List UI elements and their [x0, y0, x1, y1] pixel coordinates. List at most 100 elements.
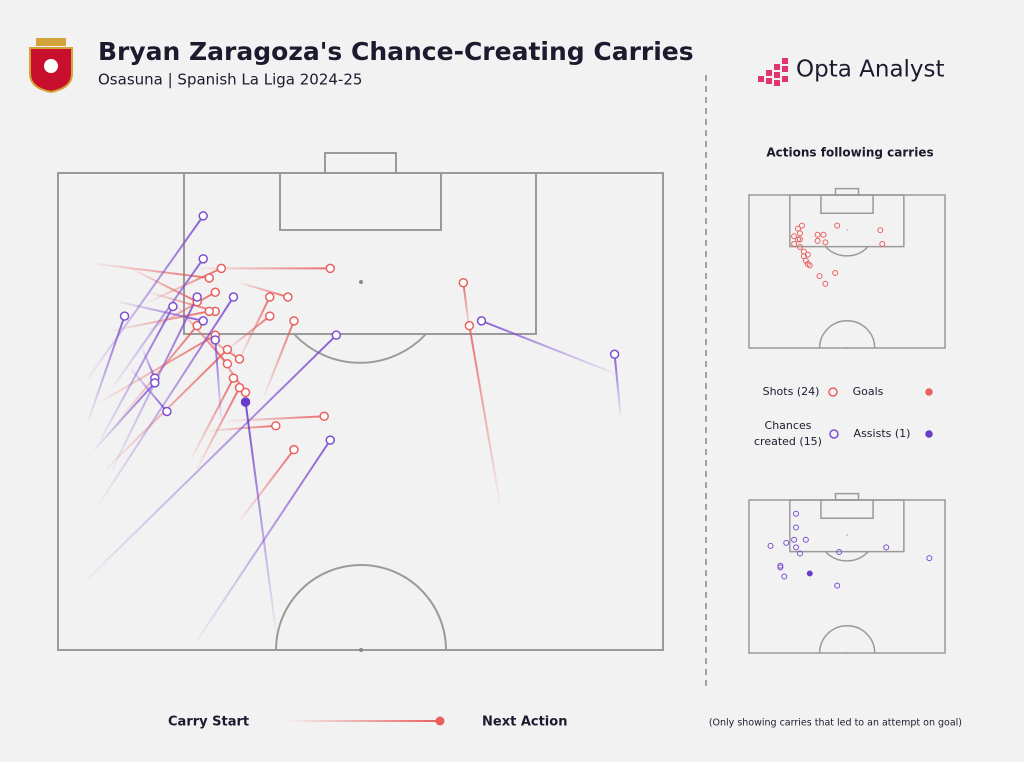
next-action — [198, 211, 208, 221]
six-yard-box — [821, 195, 873, 213]
legend-label: Shots (24) — [763, 385, 820, 398]
legend-label: Goals — [853, 385, 884, 398]
next-action — [222, 344, 233, 355]
carry — [244, 401, 277, 632]
pitch-outline — [749, 195, 945, 348]
carry — [481, 319, 615, 375]
next-action — [210, 287, 221, 297]
centre-circle — [275, 564, 447, 651]
next-action — [458, 277, 469, 288]
carry — [117, 325, 198, 422]
carry — [111, 258, 205, 389]
carry — [238, 449, 295, 522]
penalty-box — [790, 500, 904, 552]
carry — [262, 320, 295, 398]
penalty-arc — [825, 247, 868, 256]
action-dot — [796, 550, 803, 557]
carry — [239, 281, 289, 298]
action-dot — [822, 239, 829, 246]
next-action — [289, 316, 299, 326]
action-dot — [834, 222, 841, 229]
action-dot — [796, 244, 803, 251]
action-dot — [796, 236, 803, 243]
next-action — [222, 359, 233, 369]
pitch-outline — [57, 172, 664, 651]
footnote: (Only showing carries that led to an att… — [709, 718, 962, 729]
club-badge — [29, 38, 73, 94]
penalty-box — [183, 172, 537, 335]
action-dot — [879, 240, 886, 247]
goal — [324, 152, 397, 174]
penalty-arc — [825, 552, 868, 561]
next-action — [162, 406, 172, 417]
next-action — [319, 411, 329, 422]
next-action — [119, 311, 130, 321]
penalty-spot — [359, 280, 363, 284]
goal — [835, 494, 858, 500]
next-action — [228, 373, 239, 383]
action-dot — [836, 549, 843, 556]
action-dot — [883, 544, 890, 551]
next-action — [198, 316, 208, 326]
carry — [141, 349, 156, 379]
action-dot — [806, 262, 813, 269]
action-dot — [804, 251, 811, 258]
carry — [99, 296, 235, 503]
next-action — [210, 335, 221, 345]
carry — [613, 354, 622, 417]
mini-pitch — [749, 189, 945, 349]
action-dot — [791, 233, 798, 240]
carry — [112, 310, 210, 332]
next-action — [265, 311, 275, 321]
carry — [93, 382, 156, 451]
action-dot — [781, 573, 788, 580]
action-dot — [814, 237, 821, 244]
action-dot — [814, 231, 821, 238]
next-action — [228, 292, 239, 302]
action-dot — [783, 539, 790, 546]
panel-title: Actions following carries — [766, 146, 933, 160]
carry — [148, 291, 216, 313]
penalty-spot — [846, 229, 848, 231]
action-dot — [822, 280, 829, 287]
action-dot — [834, 582, 841, 589]
carry — [130, 267, 198, 303]
action-dot — [793, 524, 800, 531]
carry — [468, 325, 501, 503]
carry — [227, 415, 325, 423]
next-action — [204, 273, 214, 283]
next-action — [234, 354, 245, 364]
action-dot — [832, 270, 839, 277]
action-dot — [816, 273, 823, 280]
action-dot — [796, 230, 803, 237]
next-action — [192, 292, 202, 302]
action-dot — [791, 240, 798, 247]
action-dot — [791, 536, 798, 543]
centre-spot — [359, 648, 363, 652]
mini-pitch — [749, 494, 945, 654]
centre-spot — [846, 652, 848, 654]
action-dot — [806, 570, 813, 577]
legend-line — [285, 720, 440, 722]
action-dot — [800, 248, 807, 255]
carry — [129, 367, 168, 413]
action-dot — [793, 544, 800, 551]
action-dot — [926, 555, 933, 562]
mini-pitch-lines — [749, 189, 945, 349]
penalty-arc — [293, 333, 427, 364]
next-action — [464, 320, 475, 331]
next-action — [204, 306, 214, 317]
legend-marker — [828, 387, 838, 397]
action-dot — [793, 510, 800, 517]
next-action — [240, 387, 251, 398]
carry — [196, 329, 241, 360]
next-action — [168, 301, 178, 312]
next-action — [192, 320, 202, 331]
carry — [87, 315, 126, 422]
legend-label: Assists (1) — [854, 427, 911, 440]
next-action — [331, 330, 342, 340]
brand-logo — [758, 58, 788, 86]
carry — [190, 377, 235, 460]
next-action — [289, 444, 299, 455]
legend-dot — [435, 716, 445, 726]
